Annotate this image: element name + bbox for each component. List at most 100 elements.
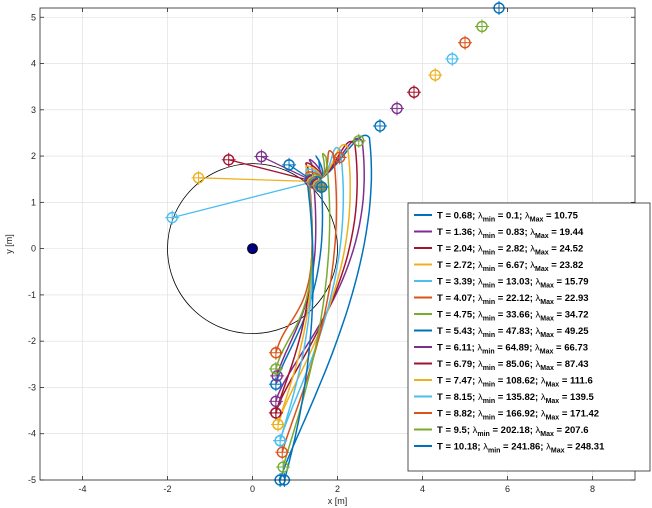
legend-text-part: λ xyxy=(536,359,541,370)
start-marker-12 xyxy=(273,433,288,448)
legend-text-part: min xyxy=(483,283,495,290)
legend-entry-12: T = 8.15; λmin = 135.82; λMax = 139.5 xyxy=(437,392,595,405)
legend-text-part: T = 6.79; xyxy=(437,359,478,370)
x-tick-label: 2 xyxy=(335,484,340,494)
legend-text-part: = 64.89; xyxy=(495,343,535,354)
legend-text-part: T = 10.18; xyxy=(437,442,483,453)
legend-text-part: = 22.12; xyxy=(495,293,535,304)
legend-text-part: min xyxy=(477,431,489,438)
target-marker-4 xyxy=(428,68,443,83)
y-tick-label: -1 xyxy=(28,290,36,300)
legend-text-part: λ xyxy=(477,343,482,354)
legend-text-part: λ xyxy=(536,310,541,321)
data-layer xyxy=(165,1,506,487)
legend-entry-1: T = 0.68; λmin = 0.1; λMax = 10.75 xyxy=(437,211,579,224)
start-marker-11 xyxy=(271,417,285,432)
start-marker-14 xyxy=(268,361,283,376)
target-marker-7 xyxy=(475,19,489,34)
hub-line-11 xyxy=(198,177,315,183)
legend-text-part: λ xyxy=(478,326,483,337)
y-tick-label: 1 xyxy=(31,197,36,207)
target-marker-12 xyxy=(165,210,180,225)
legend-entry-5: T = 3.39; λmin = 13.03; λMax = 15.79 xyxy=(437,277,589,290)
legend-text-part: min xyxy=(483,398,495,405)
legend-text-part: = 47.83; xyxy=(495,326,535,337)
legend-text-part: Max xyxy=(535,233,549,240)
x-axis-label: x [m] xyxy=(328,496,348,506)
x-tick-label: 4 xyxy=(420,484,425,494)
legend-entry-8: T = 5.43; λmin = 47.83; λMax = 49.25 xyxy=(437,326,589,339)
legend-entry-2: T = 1.36; λmin = 0.83; λMax = 19.44 xyxy=(437,227,584,240)
legend-text-part: min xyxy=(483,332,495,339)
legend-text-part: = 207.6 xyxy=(554,425,589,436)
x-tick-label: 8 xyxy=(590,484,595,494)
x-tick-label: 6 xyxy=(505,484,510,494)
legend-entry-10: T = 6.79; λmin = 85.06; λMax = 87.43 xyxy=(437,359,589,372)
legend-text-part: λ xyxy=(541,409,546,420)
hub-line-10 xyxy=(228,159,315,183)
y-tick-label: -4 xyxy=(28,429,36,439)
legend-text-part: = 15.79 xyxy=(554,277,589,288)
legend-text-part: Max xyxy=(546,398,560,405)
legend-text-part: λ xyxy=(536,326,541,337)
legend-entry-14: T = 9.5; λmin = 202.18; λMax = 207.6 xyxy=(437,425,589,438)
target-marker-6 xyxy=(458,35,472,50)
target-marker-11 xyxy=(191,170,206,185)
legend-text-part: λ xyxy=(478,211,483,222)
start-marker-9 xyxy=(270,368,285,383)
legend-text-part: λ xyxy=(530,244,535,255)
legend-text-part: min xyxy=(483,233,495,240)
legend-text-part: λ xyxy=(478,376,483,387)
start-marker-6 xyxy=(275,445,290,460)
legend-text-part: = 23.82 xyxy=(549,260,584,271)
y-tick-label: 5 xyxy=(31,12,36,22)
legend-text-part: = 49.25 xyxy=(554,326,589,337)
legend-text-part: min xyxy=(483,316,495,323)
legend-text-part: Max xyxy=(540,431,554,438)
legend-text-part: min xyxy=(483,266,495,273)
legend-text-part: = 10.75 xyxy=(543,211,578,222)
trajectory-3 xyxy=(275,140,358,414)
legend: T = 0.68; λmin = 0.1; λMax = 10.75 T = 1.… xyxy=(407,202,651,472)
y-tick-label: 2 xyxy=(31,151,36,161)
y-tick-label: 3 xyxy=(31,105,36,115)
legend-text-part: = 34.72 xyxy=(554,310,589,321)
legend-text-part: Max xyxy=(540,316,554,323)
legend-text-part: T = 5.43; xyxy=(437,326,478,337)
legend-text-part: Max xyxy=(540,349,554,356)
y-tick-label: -2 xyxy=(28,336,36,346)
legend-text-part: Max xyxy=(535,250,549,257)
y-axis-label: y [m] xyxy=(4,234,14,254)
legend-text-part: = 0.1; xyxy=(495,211,525,222)
legend-text-part: = 66.73 xyxy=(553,343,588,354)
x-tick-label: -2 xyxy=(163,484,171,494)
start-marker-8 xyxy=(268,377,283,392)
legend-text-part: λ xyxy=(478,227,483,238)
reference-circle xyxy=(167,163,338,335)
legend-text-part: T = 8.15; xyxy=(437,392,478,403)
legend-text-part: = 135.82; xyxy=(495,392,541,403)
hub-marker-15 xyxy=(314,180,329,195)
legend-entry-6: T = 4.07; λmin = 22.12; λMax = 22.93 xyxy=(437,293,589,306)
legend-text-part: Max xyxy=(551,448,565,455)
target-marker-9 xyxy=(254,149,269,164)
legend-text-part: λ xyxy=(478,310,483,321)
y-tick-label: -5 xyxy=(28,475,36,485)
target-marker-3 xyxy=(407,85,421,100)
legend-text-part: min xyxy=(482,349,494,356)
legend-entry-4: T = 2.72; λmin = 6.67; λMax = 23.82 xyxy=(437,260,583,273)
legend-text-part: T = 4.75; xyxy=(437,310,478,321)
target-marker-2 xyxy=(390,101,404,116)
trajectory-1 xyxy=(279,134,373,481)
legend-text-part: = 241.86; xyxy=(500,442,546,453)
legend-text-part: Max xyxy=(546,382,560,389)
legend-text-part: λ xyxy=(525,211,530,222)
legend-text-part: T = 1.36; xyxy=(437,227,478,238)
legend-box xyxy=(407,202,651,472)
legend-text-part: min xyxy=(483,250,495,257)
legend-text-part: T = 2.72; xyxy=(437,260,478,271)
legend-text-part: = 85.06; xyxy=(495,359,535,370)
legend-text-part: λ xyxy=(546,442,551,453)
legend-text-part: T = 8.82; xyxy=(437,409,478,420)
legend-entry-3: T = 2.04; λmin = 2.82; λMax = 24.52 xyxy=(437,244,583,257)
